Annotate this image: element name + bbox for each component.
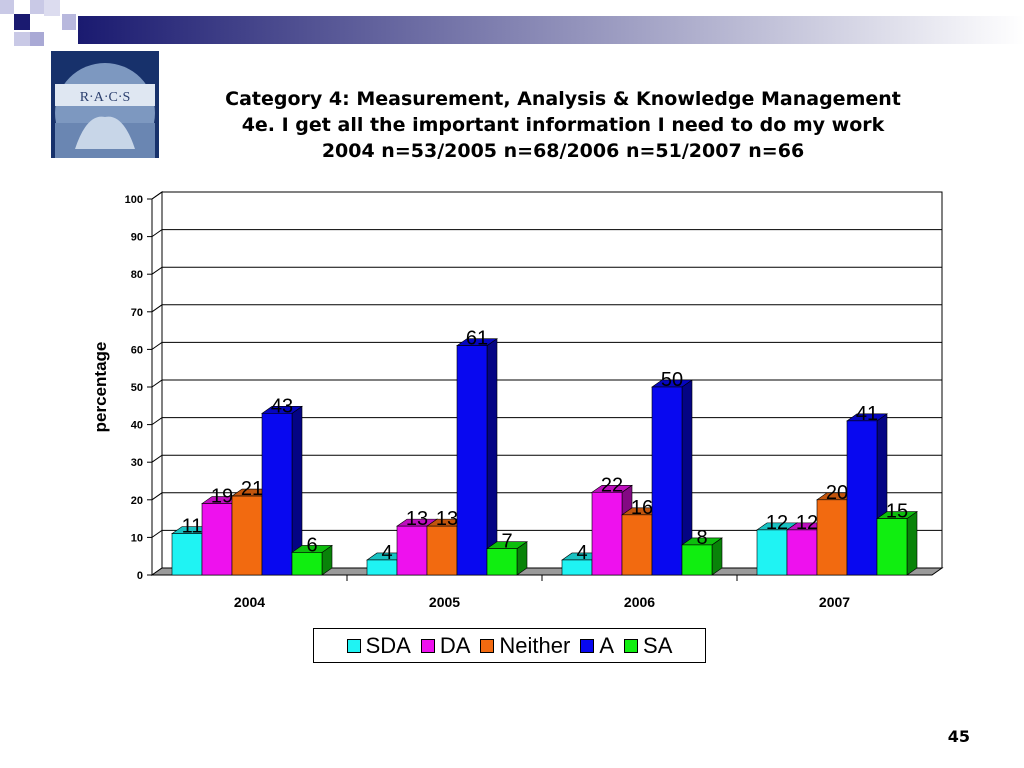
data-label: 4 [381, 542, 392, 564]
x-tick-label: 2006 [624, 594, 655, 610]
data-label: 19 [211, 486, 233, 508]
y-tick-label: 100 [125, 194, 143, 206]
y-tick-label: 10 [131, 532, 143, 544]
y-tick-label: 20 [131, 495, 143, 507]
legend-swatch [346, 638, 361, 653]
title-banner [0, 0, 1024, 46]
bar [786, 529, 818, 576]
legend-label: DA [439, 632, 471, 658]
legend-label: A [599, 632, 615, 658]
banner-square [14, 32, 30, 46]
title-line-1: Category 4: Measurement, Analysis & Know… [225, 88, 901, 110]
data-label: 50 [661, 369, 683, 391]
legend-label: Neither [499, 632, 571, 658]
x-tick-label: 2004 [234, 594, 265, 610]
bar [816, 499, 848, 576]
bar [876, 518, 908, 576]
data-label: 12 [766, 512, 788, 534]
y-tick-label: 70 [131, 307, 143, 319]
legend-swatch [420, 638, 435, 653]
logo-text: R·A·C·S [80, 90, 131, 105]
legend-swatch [624, 638, 639, 653]
y-tick-label: 0 [137, 570, 143, 582]
racs-logo: R·A·C·S [51, 51, 159, 158]
data-label: 20 [826, 482, 848, 504]
banner-square [30, 0, 44, 14]
banner-bar [78, 16, 1024, 44]
x-tick-label: 2007 [819, 594, 850, 610]
title-line-3: 2004 n=53/2005 n=68/2006 n=51/2007 n=66 [321, 140, 805, 162]
gridline [151, 341, 942, 350]
legend-item: A [580, 633, 614, 659]
gridline [151, 191, 942, 200]
data-label: 12 [796, 512, 818, 534]
bar [261, 413, 293, 576]
y-tick-label: 60 [131, 344, 143, 356]
data-label: 16 [631, 497, 653, 519]
bar [591, 491, 623, 576]
data-label: 6 [306, 534, 317, 556]
bar [201, 503, 233, 576]
data-label: 13 [436, 508, 458, 530]
data-label: 41 [856, 403, 878, 425]
data-label: 61 [466, 328, 488, 350]
data-label: 22 [601, 474, 623, 496]
legend-swatch [580, 638, 595, 653]
data-label: 43 [271, 395, 293, 417]
data-label: 15 [886, 501, 908, 523]
bar [171, 533, 203, 576]
banner-square [0, 0, 14, 14]
banner-square [30, 32, 44, 46]
legend-swatch [480, 638, 495, 653]
bar [756, 529, 788, 576]
data-label: 21 [241, 478, 263, 500]
legend-item: SA [624, 633, 672, 659]
legend-item: Neither [480, 633, 570, 659]
y-axis-label: percentage [91, 342, 110, 433]
bar-side [906, 511, 918, 576]
bar [621, 514, 653, 576]
y-tick-label: 80 [131, 269, 143, 281]
y-tick-label: 40 [131, 420, 143, 432]
bar [426, 525, 458, 576]
logo-graphic: R·A·C·S [55, 63, 155, 158]
gridline [151, 304, 942, 313]
bar [651, 386, 683, 576]
data-label: 7 [501, 531, 512, 553]
data-label: 4 [576, 542, 587, 564]
y-tick-label: 30 [131, 457, 143, 469]
y-tick-label: 90 [131, 232, 143, 244]
bar [231, 495, 263, 576]
bar [396, 525, 428, 576]
legend-label: SDA [365, 632, 411, 658]
data-label: 11 [182, 516, 203, 538]
legend-item: DA [420, 632, 471, 659]
bar [486, 548, 518, 576]
gridline [151, 266, 942, 275]
banner-square [62, 14, 76, 30]
page-number: 45 [947, 727, 970, 746]
bar [456, 345, 488, 576]
legend-label: SA [643, 632, 673, 658]
bar [681, 544, 713, 576]
legend-item: SDA [346, 632, 411, 659]
bar [291, 552, 323, 576]
bar [846, 420, 878, 576]
y-tick-label: 50 [131, 382, 143, 394]
data-label: 13 [406, 508, 428, 530]
slide-title: Category 4: Measurement, Analysis & Know… [180, 86, 946, 164]
gridline [151, 229, 942, 238]
x-tick-label: 2005 [429, 594, 460, 610]
chart-legend: SDA DA Neither A SA [313, 628, 706, 663]
banner-square [44, 0, 60, 16]
banner-square [14, 14, 30, 30]
bar-side [486, 338, 498, 576]
data-label: 8 [696, 527, 707, 549]
title-line-2: 4e. I get all the important information … [241, 114, 885, 136]
